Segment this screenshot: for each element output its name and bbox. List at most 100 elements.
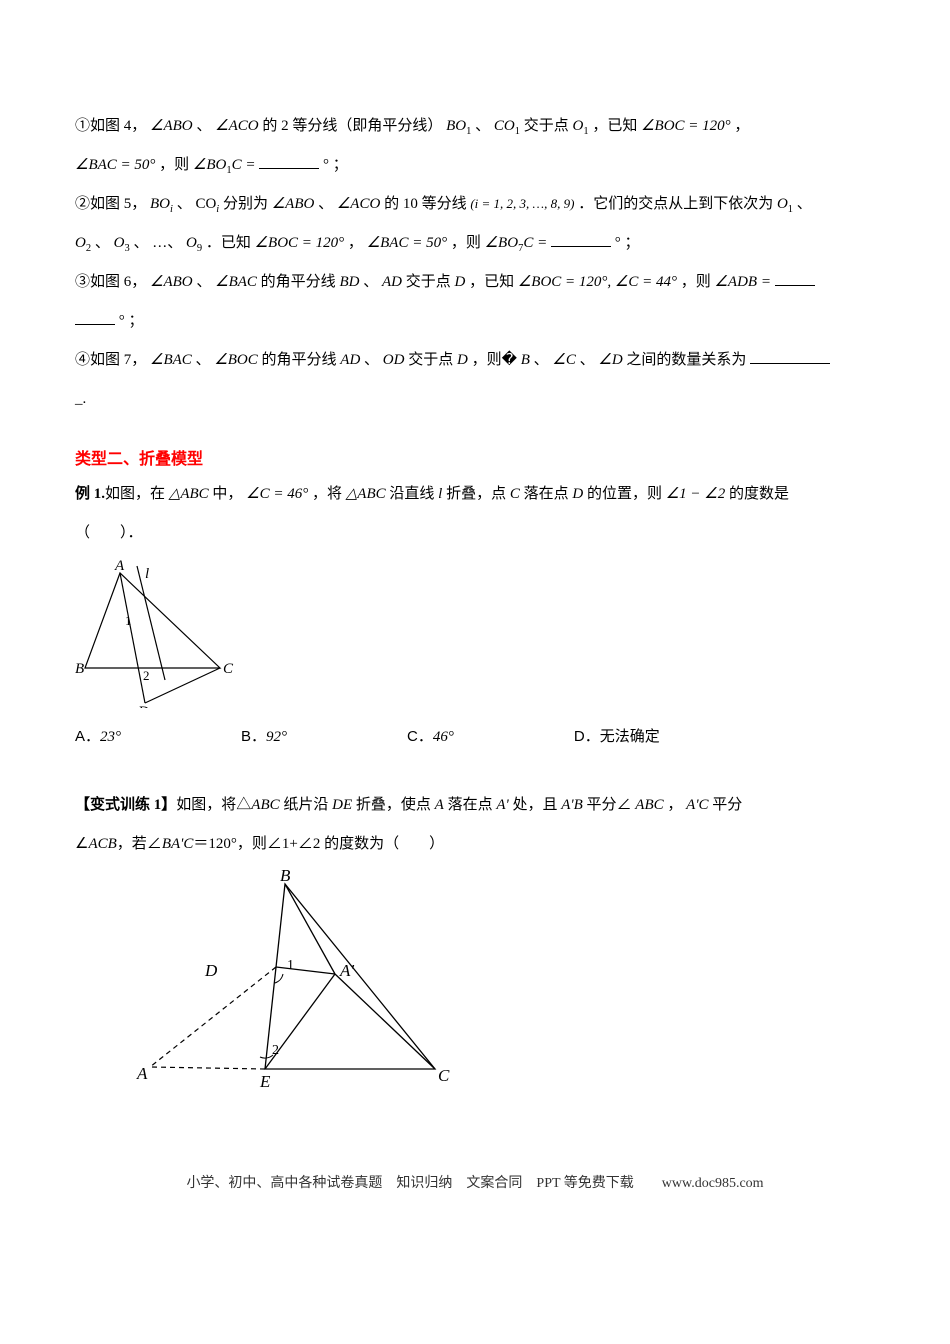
q3-blank1 [775, 270, 815, 286]
ex1-label-a: A [114, 558, 125, 574]
choice-c: C．46° [407, 720, 454, 754]
q2-blank [551, 231, 611, 247]
var1-arc-1 [275, 974, 283, 983]
section-title: 类型二、折叠模型 [75, 442, 875, 477]
var1-dash-ea [150, 1067, 265, 1069]
ex1-label-d: D [137, 704, 149, 708]
q4-dang: ∠D [598, 352, 622, 368]
q3-semi: ； [129, 313, 144, 329]
q2-line1: ②如图 5， BOi 、 COi 分别为 ∠ABO 、 ∠ACO 的 10 等分… [75, 188, 875, 221]
q1-mid1: 的 2 等分线（即角平分线） [262, 118, 442, 134]
ex1-text5: 折叠，点 [446, 486, 506, 502]
q2-prefix: ②如图 5， [75, 196, 146, 212]
var1-label-d: D [204, 961, 218, 980]
var1-label-c: C [438, 1066, 450, 1085]
q3-sep2: 、 [363, 274, 378, 290]
var1-bapc: BA'C [162, 836, 194, 852]
q3-line2: ° ； [75, 305, 875, 338]
q4-text4: ，则� [472, 352, 517, 368]
var1-line-apc [335, 974, 435, 1069]
q2-mid2: 的 10 等分线 [384, 196, 467, 212]
q2-semi: ； [624, 235, 639, 251]
q1-line1: ①如图 4， ∠ABO 、 ∠ACO 的 2 等分线（即角平分线） BO1 、 … [75, 110, 875, 143]
ex1-abc: △ABC [169, 486, 209, 502]
var1-label-e: E [259, 1072, 271, 1089]
q4-line2: _. [75, 383, 875, 416]
q3-eq1: ∠BOC = 120°, ∠C = 44° [518, 274, 677, 290]
ex1-label-c: C [223, 661, 234, 677]
q4-text1: ④如图 7， [75, 352, 146, 368]
var1-text4: 落在点 [448, 797, 493, 813]
var1-abc2: ABC [635, 797, 663, 813]
ex1-d: D [572, 486, 583, 502]
q1-mid3: ，已知 [592, 118, 637, 134]
q4-line1: ④如图 7， ∠BAC 、 ∠BOC 的角平分线 AD 、 OD 交于点 D ，… [75, 344, 875, 377]
choice-d: D．无法确定 [574, 720, 660, 754]
ex1-label-2: 2 [143, 668, 150, 683]
q3-blank2 [75, 309, 115, 325]
q4-sep4: 、 [580, 352, 595, 368]
q4-sep3: 、 [534, 352, 549, 368]
q4-od: OD [383, 352, 405, 368]
q4-blank [750, 348, 830, 364]
q3-text2: 的角平分线 [261, 274, 336, 290]
q3-eq2: ∠ADB = [714, 274, 770, 290]
ex1-label-l: l [145, 566, 149, 582]
q3-bd: BD [339, 274, 359, 290]
var1-label-2: 2 [272, 1043, 279, 1058]
q2-sep4: 、 [95, 235, 110, 251]
var1-triangle-svg: B D A' A E C 1 2 [135, 869, 455, 1089]
q2-mid4: ．已知 [206, 235, 251, 251]
q2-deg: ° [615, 235, 621, 251]
q2-o1: O1 [777, 196, 793, 212]
q1-eq3: ∠BO1C = [193, 157, 256, 173]
spacer-2 [75, 774, 875, 789]
q4-underscore: _ [75, 391, 83, 407]
q2-eq2: ∠BAC = 50° [367, 235, 447, 251]
q2-aco: ∠ACO [337, 196, 380, 212]
q1-semi: ； [333, 157, 348, 173]
q2-o3: O3 [114, 235, 130, 251]
ex1-choices: A．23° B．92° C．46° D．无法确定 [75, 720, 875, 754]
q3-line1: ③如图 6， ∠ABO 、 ∠BAC 的角平分线 BD 、 AD 交于点 D ，… [75, 266, 875, 299]
q1-eq2: ∠BAC = 50° [75, 157, 155, 173]
q3-d: D [454, 274, 465, 290]
q2-sep3: 、 [797, 196, 812, 212]
q3-sep: 、 [196, 274, 211, 290]
var1-text8: ，若∠ [117, 836, 162, 852]
q2-eq3: ∠BO7C = [485, 235, 548, 251]
q2-abo: ∠ABO [272, 196, 315, 212]
ex1-abc2: △ABC [346, 486, 386, 502]
ex1-eq2: ∠1 − ∠2 [666, 486, 726, 502]
page-container: ①如图 4， ∠ABO 、 ∠ACO 的 2 等分线（即角平分线） BO1 、 … [0, 0, 950, 1239]
q1-abo: ∠ABO [150, 118, 193, 134]
ex1-line2: （ ）． [75, 517, 875, 550]
q2-coi: COi [195, 196, 219, 212]
ex1-line-l [137, 566, 165, 680]
ex1-text8: 的度数是 [729, 486, 789, 502]
q1-bo1: BO1 [446, 118, 471, 134]
q4-c: ∠C [552, 352, 575, 368]
q1-eq1: ∠BOC = 120° [641, 118, 731, 134]
var1-comma: ， [667, 797, 682, 813]
ex1-c: C [510, 486, 520, 502]
ex1-eq1: ∠C = 46° [246, 486, 308, 502]
q4-bac: ∠BAC [150, 352, 192, 368]
q3-text3: 交于点 [406, 274, 451, 290]
var1-apc: A'C [686, 797, 708, 813]
ex1-triangle-svg: A l B C D 1 2 [75, 558, 235, 708]
q3-text1: ③如图 6， [75, 274, 146, 290]
ex1-label-b: B [75, 661, 84, 677]
q2-mid1: 分别为 [223, 196, 268, 212]
q1-comma: ， [734, 118, 749, 134]
q1-line2: ∠BAC = 50° ，则 ∠BO1C = ° ； [75, 149, 875, 182]
q2-eq1: ∠BOC = 120° [255, 235, 345, 251]
var1-line-dap [276, 967, 335, 974]
q3-abo: ∠ABO [150, 274, 193, 290]
q1-blank [259, 153, 319, 169]
var1-dash-da [150, 967, 276, 1067]
ex1-label-1: 1 [125, 613, 132, 628]
q1-mid4: ，则 [159, 157, 189, 173]
q2-sep5: 、 [133, 235, 148, 251]
var1-text3: 折叠，使点 [356, 797, 431, 813]
